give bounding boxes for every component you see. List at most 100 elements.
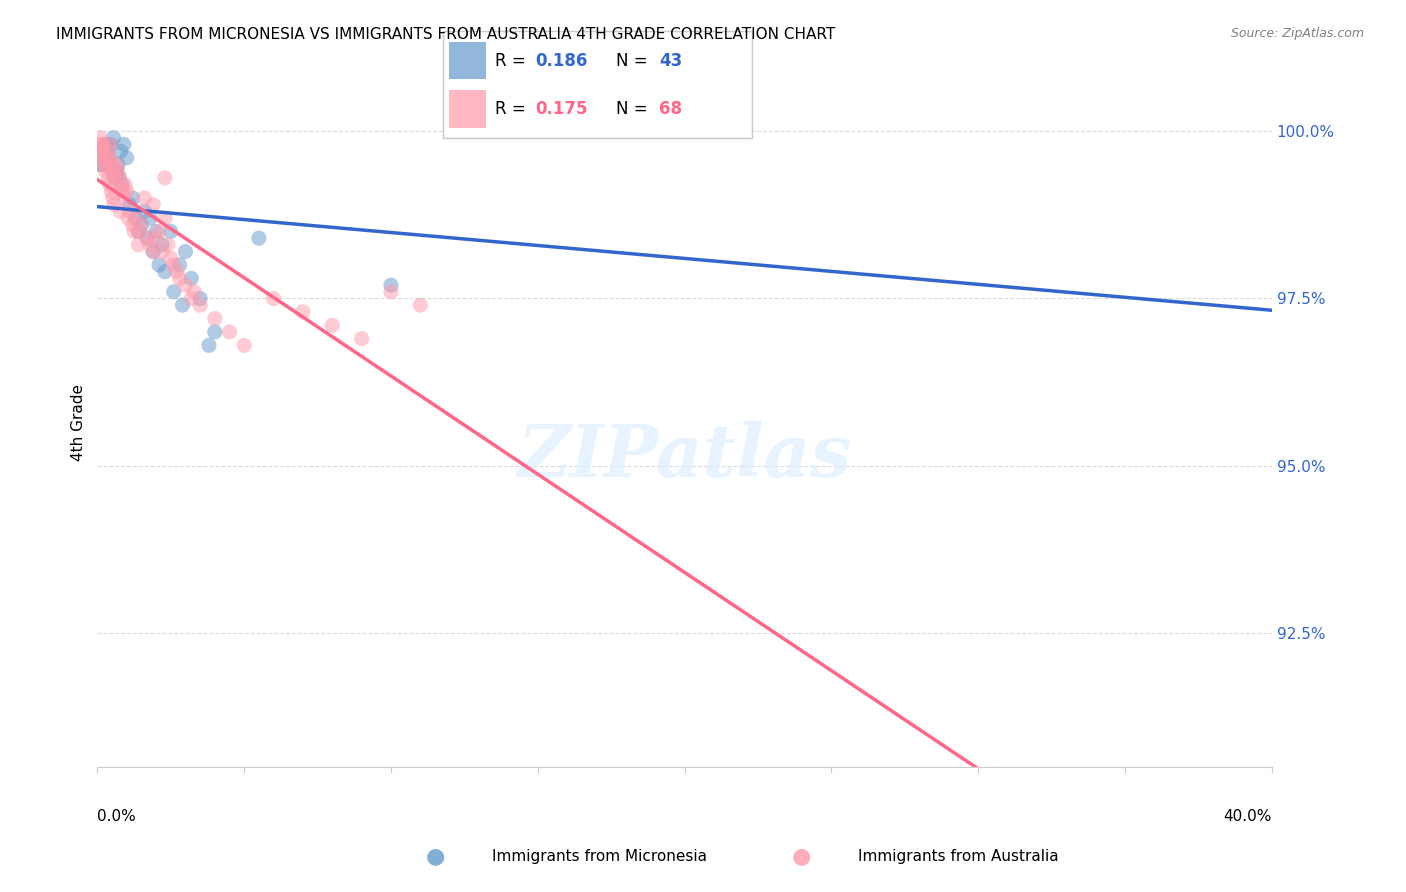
Point <box>159 252 181 266</box>
Point <box>204 325 226 339</box>
Point <box>380 278 402 293</box>
Text: Immigrants from Micronesia: Immigrants from Micronesia <box>492 849 707 863</box>
Point <box>98 151 121 165</box>
Point <box>153 211 176 225</box>
Point <box>159 225 181 239</box>
Point <box>89 130 111 145</box>
Point <box>380 285 402 299</box>
Point <box>145 231 167 245</box>
Point <box>105 164 128 178</box>
Point <box>134 191 156 205</box>
Point <box>97 144 120 158</box>
Point <box>104 170 127 185</box>
Point <box>108 170 131 185</box>
Point <box>118 204 141 219</box>
Point <box>263 292 285 306</box>
Text: 0.186: 0.186 <box>536 53 588 70</box>
Point <box>112 137 135 152</box>
Point <box>117 211 139 225</box>
Point <box>127 225 149 239</box>
Point <box>101 157 124 171</box>
Point <box>108 170 131 185</box>
Point <box>100 184 122 198</box>
Point <box>172 298 194 312</box>
Point <box>150 244 173 259</box>
Text: N =: N = <box>616 53 652 70</box>
Point <box>127 238 149 252</box>
Point <box>89 157 111 171</box>
Point <box>169 271 191 285</box>
Point <box>122 225 145 239</box>
Point <box>115 184 138 198</box>
Point <box>98 178 121 192</box>
Point <box>134 204 156 219</box>
Point <box>91 144 114 158</box>
Text: ZIPatlas: ZIPatlas <box>517 421 852 492</box>
Point <box>142 197 165 211</box>
Point <box>97 170 120 185</box>
Text: ●: ● <box>792 847 811 866</box>
Text: Immigrants from Australia: Immigrants from Australia <box>858 849 1059 863</box>
Point <box>96 151 118 165</box>
Point <box>121 218 143 232</box>
Text: 0.175: 0.175 <box>536 101 588 119</box>
Point <box>166 265 188 279</box>
Point <box>163 285 186 299</box>
Point <box>104 170 127 185</box>
Point <box>115 151 138 165</box>
Point <box>89 151 111 165</box>
Point <box>121 191 143 205</box>
Point <box>174 278 197 293</box>
Text: R =: R = <box>495 53 531 70</box>
Point <box>103 164 125 178</box>
Point <box>136 231 159 245</box>
Point <box>101 164 124 178</box>
Point <box>110 204 132 219</box>
Point <box>142 244 165 259</box>
Point <box>107 164 129 178</box>
Point <box>188 292 211 306</box>
Text: ●: ● <box>426 847 446 866</box>
Point <box>90 144 112 158</box>
Point <box>180 271 202 285</box>
Point <box>733 124 755 138</box>
Point <box>94 164 117 178</box>
Point <box>118 197 141 211</box>
Point <box>188 298 211 312</box>
Point <box>136 231 159 245</box>
Point <box>153 265 176 279</box>
Point <box>98 151 121 165</box>
Point <box>204 311 226 326</box>
Point <box>90 157 112 171</box>
Point <box>124 211 146 225</box>
Y-axis label: 4th Grade: 4th Grade <box>72 384 86 461</box>
Point <box>97 144 120 158</box>
Point <box>100 137 122 152</box>
Point <box>103 197 125 211</box>
Point <box>110 178 132 192</box>
Point <box>183 285 205 299</box>
Point <box>91 137 114 152</box>
Point <box>111 184 134 198</box>
Point <box>148 258 170 272</box>
Point <box>91 137 114 152</box>
Point <box>142 244 165 259</box>
FancyBboxPatch shape <box>449 90 486 128</box>
Point <box>100 137 122 152</box>
Point <box>87 137 110 152</box>
Point <box>110 144 132 158</box>
Point <box>93 157 115 171</box>
Point <box>139 238 162 252</box>
Point <box>131 218 153 232</box>
Text: R =: R = <box>495 101 531 119</box>
Point <box>180 292 202 306</box>
Point <box>93 151 115 165</box>
Point <box>174 244 197 259</box>
Point <box>218 325 240 339</box>
Point <box>169 258 191 272</box>
Point <box>105 157 128 171</box>
Point <box>233 338 256 352</box>
Text: 40.0%: 40.0% <box>1223 809 1272 823</box>
FancyBboxPatch shape <box>449 42 486 79</box>
Text: IMMIGRANTS FROM MICRONESIA VS IMMIGRANTS FROM AUSTRALIA 4TH GRADE CORRELATION CH: IMMIGRANTS FROM MICRONESIA VS IMMIGRANTS… <box>56 27 835 42</box>
